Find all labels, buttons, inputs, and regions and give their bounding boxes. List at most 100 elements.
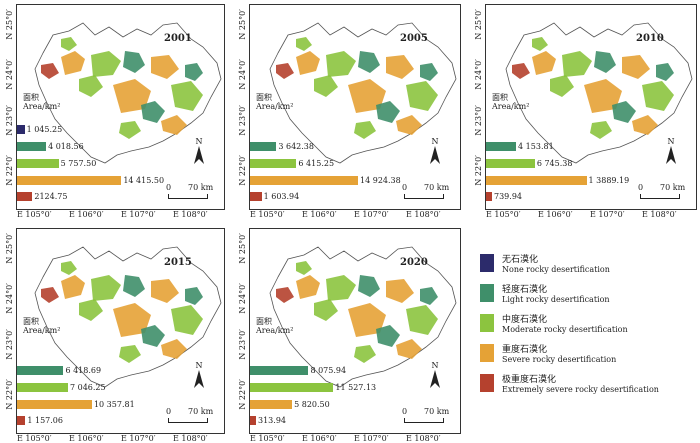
- bar-value: 7 046.25: [69, 383, 106, 392]
- panel-year: 2015: [164, 257, 192, 268]
- bar-extreme: [17, 416, 26, 425]
- bar-value: 4 153.81: [518, 142, 554, 151]
- area-title: 面积 Area/km²: [256, 93, 293, 111]
- panel-year: 2010: [636, 33, 664, 44]
- bar-value: 5 820.50: [294, 400, 330, 409]
- area-title-en: Area/km²: [492, 102, 530, 111]
- desertification-map: [505, 22, 693, 164]
- lat-label: N 22°0′: [5, 155, 14, 186]
- lat-label: N 25°0′: [238, 233, 247, 264]
- lon-label: E 106°0′: [302, 210, 337, 219]
- bar-severe: [486, 176, 587, 185]
- lat-label: N 24°0′: [5, 59, 14, 90]
- desertification-map: [34, 246, 222, 388]
- bar-light: [17, 366, 64, 375]
- lat-label: N 24°0′: [238, 59, 247, 90]
- area-title-en: Area/km²: [256, 326, 294, 335]
- area-title-zh: 面积: [256, 317, 272, 326]
- lon-label: E 107°0′: [354, 210, 389, 219]
- scale-zero: 0: [166, 183, 172, 192]
- legend-item-extreme: 极重度石漠化 Extremely severe rocky desertific…: [480, 370, 695, 400]
- lat-label: N 25°0′: [5, 233, 14, 264]
- lat-label: N 23°0′: [474, 105, 483, 136]
- legend-swatch-severe: [480, 344, 494, 362]
- lon-label: E 107°0′: [121, 434, 156, 443]
- bar-value: 313.94: [258, 416, 286, 425]
- legend-swatch-none: [480, 254, 494, 272]
- bar-value: 14 415.50: [123, 176, 165, 185]
- panel-year: 2005: [400, 33, 428, 44]
- bar-value: 4 018.56: [48, 142, 84, 151]
- bar-severe: [250, 176, 358, 185]
- map-panel-2010: 2010 N 22°0′ N 23°0′ N 24°0′ N 25°0′ E 105°0′…: [474, 4, 697, 219]
- legend-label-zh: 中度石漠化: [502, 315, 548, 325]
- bar-moderate: [17, 383, 68, 392]
- bar-moderate: [250, 383, 334, 392]
- area-title-en: Area/km²: [23, 326, 61, 335]
- lon-label: E 108°0′: [406, 210, 441, 219]
- legend-item-light: 轻度石漠化 Light rocky desertification: [480, 280, 695, 310]
- bar-value: 3 642.38: [278, 142, 314, 151]
- bar-value: 2124.75: [34, 192, 68, 201]
- bar-value: 10 357.81: [93, 400, 135, 409]
- lat-label: N 23°0′: [238, 329, 247, 360]
- bar-value: 1 157.06: [27, 416, 63, 425]
- lon-label: E 105°0′: [486, 210, 521, 219]
- scale-zero: 0: [638, 183, 644, 192]
- area-title-zh: 面积: [23, 93, 39, 102]
- lon-label: E 106°0′: [69, 434, 104, 443]
- bar-value: 6 418.69: [65, 366, 102, 375]
- legend: 无石漠化 None rocky desertification 轻度石漠化 Li…: [480, 250, 695, 400]
- legend-swatch-light: [480, 284, 494, 302]
- legend-label-zh: 轻度石漠化: [502, 285, 548, 295]
- north-label: N: [195, 137, 203, 146]
- bar-value: 1 3889.19: [588, 176, 630, 185]
- desertification-map: [269, 22, 457, 164]
- bar-severe: [17, 176, 122, 185]
- bar-moderate: [17, 159, 59, 168]
- scale-zero: 0: [402, 183, 408, 192]
- area-title: 面积 Area/km²: [256, 317, 293, 335]
- bar-extreme: [486, 192, 492, 201]
- panel-year: 2020: [400, 257, 428, 268]
- lat-label: N 23°0′: [5, 329, 14, 360]
- scale-line: [168, 194, 208, 199]
- north-arrow-icon: N: [430, 361, 440, 390]
- lat-label: N 23°0′: [238, 105, 247, 136]
- panel-year: 2001: [164, 33, 192, 44]
- scale-zero: 0: [166, 407, 172, 416]
- lon-label: E 107°0′: [590, 210, 625, 219]
- lat-label: N 22°0′: [238, 379, 247, 410]
- bar-light: [486, 142, 517, 151]
- scale-bar: 0 70 km: [166, 407, 218, 427]
- area-title-en: Area/km²: [256, 102, 294, 111]
- scale-distance: 70 km: [424, 407, 450, 416]
- north-arrow-icon: N: [666, 137, 676, 166]
- scale-distance: 70 km: [188, 407, 214, 416]
- bar-value: 6 745.38: [536, 159, 573, 168]
- legend-swatch-extreme: [480, 374, 494, 392]
- north-label: N: [667, 137, 675, 146]
- scale-distance: 70 km: [424, 183, 450, 192]
- bar-none: [17, 125, 25, 134]
- scale-bar: 0 70 km: [166, 183, 218, 203]
- lat-label: N 25°0′: [474, 9, 483, 40]
- legend-label-en: None rocky desertification: [502, 265, 610, 274]
- lon-label: E 108°0′: [173, 434, 208, 443]
- legend-label-en: Severe rocky desertification: [502, 355, 617, 364]
- scale-zero: 0: [402, 407, 408, 416]
- lon-label: E 108°0′: [642, 210, 677, 219]
- north-label: N: [195, 361, 203, 370]
- scale-line: [404, 194, 444, 199]
- bar-light: [250, 142, 277, 151]
- lat-label: N 22°0′: [474, 155, 483, 186]
- lat-label: N 25°0′: [238, 9, 247, 40]
- bar-severe: [250, 400, 293, 409]
- lon-label: E 108°0′: [173, 210, 208, 219]
- scale-line: [168, 418, 208, 423]
- map-panel-2015: 2015 N 22°0′ N 23°0′ N 24°0′ N 25°0′ E 105°0′…: [5, 228, 225, 443]
- bar-value: 5 757.50: [60, 159, 97, 168]
- legend-label-en: Moderate rocky desertification: [502, 325, 628, 334]
- bar-value: 739.94: [494, 192, 522, 201]
- area-title: 面积 Area/km²: [492, 93, 529, 111]
